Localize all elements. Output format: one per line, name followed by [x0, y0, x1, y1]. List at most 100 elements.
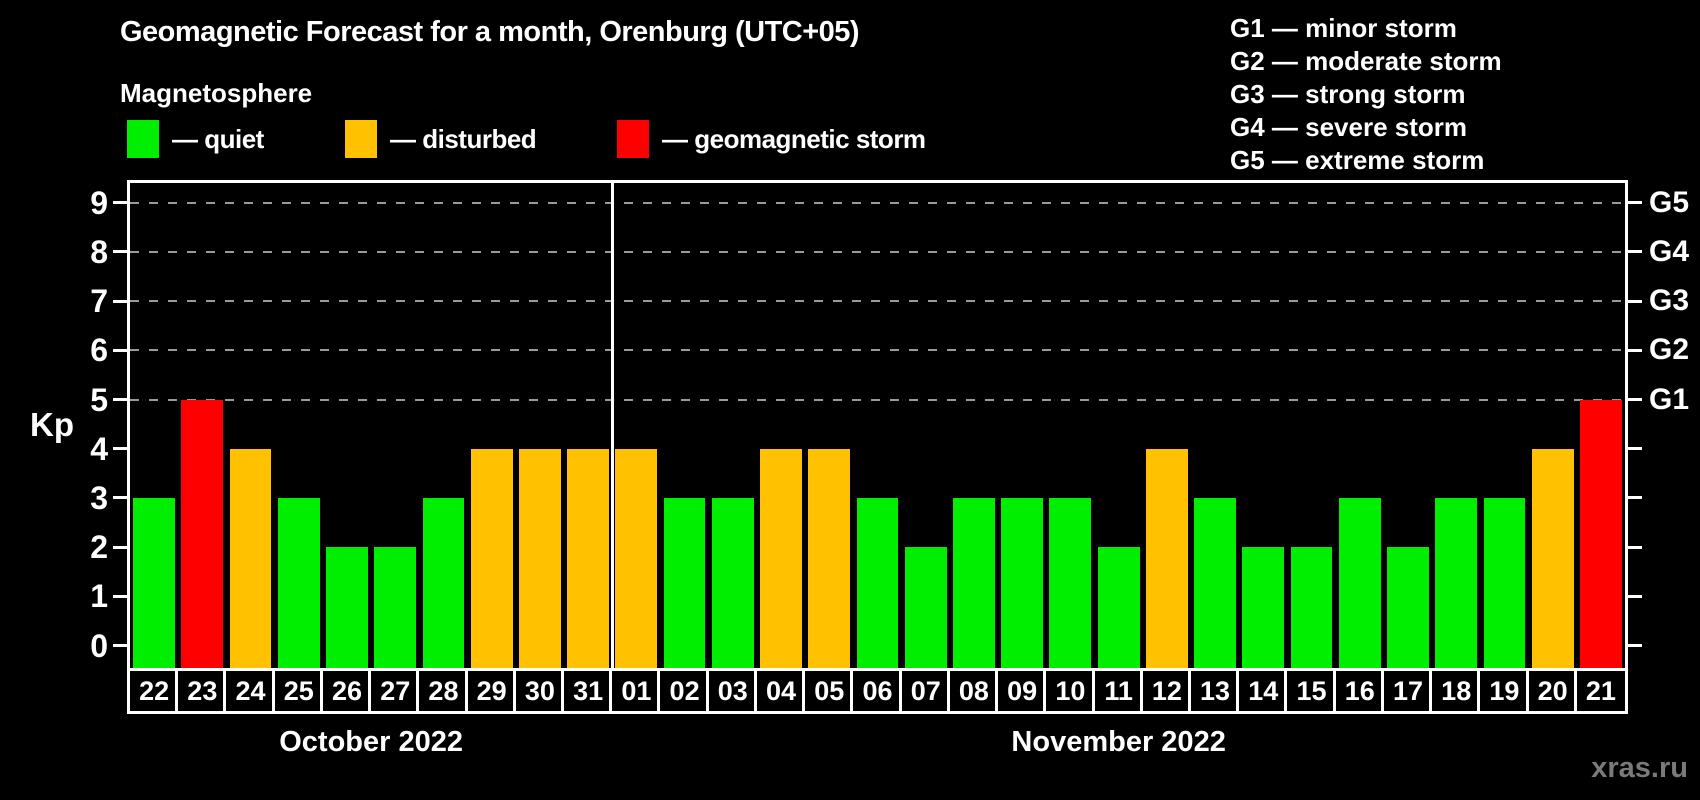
date-cell-10: 10: [1043, 668, 1098, 714]
left-tick-2: [113, 545, 127, 549]
left-tick-1: [113, 594, 127, 598]
date-cell-26: 26: [319, 668, 375, 714]
kp-bar-november-16: [1338, 497, 1381, 668]
legend-item-quiet: — quiet: [127, 120, 264, 158]
y-tick-label-4: 4: [90, 430, 108, 467]
kp-bar-november-12: [1145, 448, 1188, 668]
kp-bar-november-01: [615, 448, 658, 668]
y-tick-label-7: 7: [90, 283, 108, 320]
gridline-kp6: [130, 349, 1625, 352]
kp-bar-november-06: [856, 497, 899, 668]
chart-subtitle: Magnetosphere: [120, 78, 313, 108]
chart-title: Geomagnetic Forecast for a month, Orenbu…: [120, 16, 860, 48]
kp-bar-october-31: [567, 448, 610, 668]
date-cell-03: 03: [705, 668, 760, 714]
kp-bar-october-29: [470, 448, 513, 668]
right-tick-4: [1628, 447, 1642, 451]
date-cell-14: 14: [1236, 668, 1291, 714]
kp-bar-november-20: [1531, 448, 1574, 668]
date-cell-08: 08: [946, 668, 1002, 714]
date-cell-20: 20: [1525, 668, 1580, 714]
kp-bar-november-15: [1290, 547, 1333, 668]
kp-bar-october-26: [326, 547, 368, 668]
kp-bar-november-09: [1001, 497, 1044, 668]
right-tick-3: [1628, 496, 1642, 500]
y-tick-label-1: 1: [90, 578, 108, 615]
date-cell-22: 22: [127, 668, 182, 714]
date-cell-30: 30: [512, 668, 568, 714]
date-cell-19: 19: [1477, 668, 1532, 714]
date-cell-13: 13: [1187, 668, 1243, 714]
left-tick-4: [113, 447, 127, 451]
y-tick-label-3: 3: [90, 479, 108, 516]
right-tick-7: [1628, 299, 1642, 303]
kp-bar-november-14: [1242, 547, 1285, 668]
legend-item-disturbed: — disturbed: [345, 120, 537, 158]
kp-bar-november-13: [1194, 497, 1236, 668]
kp-bar-november-18: [1435, 497, 1478, 668]
date-cell-09: 09: [995, 668, 1050, 714]
kp-bar-october-28: [422, 497, 465, 668]
kp-bar-november-21: [1579, 399, 1622, 668]
left-tick-9: [113, 201, 127, 205]
kp-bar-november-05: [808, 448, 851, 668]
gridline-kp5: [130, 398, 1625, 401]
right-tick-0: [1628, 644, 1642, 647]
storm-scale-line-g5: G5 — extreme storm: [1230, 145, 1485, 175]
date-cell-02: 02: [657, 668, 712, 714]
left-tick-0: [113, 644, 127, 647]
g-scale-label-g3: G3: [1649, 284, 1690, 318]
plot-area: 0 1 2 3 4 5 6 7 8 9 G1 G2 G3 G4 G5: [90, 180, 1689, 671]
month-separator-line: [610, 183, 614, 668]
legend-label-disturbed: — disturbed: [390, 123, 537, 154]
date-cell-15: 15: [1284, 668, 1339, 714]
kp-bar-october-25: [277, 497, 320, 668]
g-scale-label-g4: G4: [1649, 234, 1690, 268]
y-tick-label-0: 0: [90, 627, 108, 664]
date-cell-07: 07: [898, 668, 953, 714]
g-scale-label-g2: G2: [1649, 333, 1690, 367]
right-tick-1: [1628, 594, 1642, 598]
date-cell-05: 05: [802, 668, 857, 714]
right-tick-8: [1628, 250, 1642, 254]
storm-scale-legend: G1 — minor storm G2 — moderate storm G3 — …: [1230, 12, 1502, 177]
gridline-kp8: [130, 250, 1625, 253]
month-label-october: October 2022: [279, 726, 464, 758]
kp-bar-november-02: [663, 497, 706, 668]
legend-label-storm: — geomagnetic storm: [662, 123, 926, 154]
kp-bar-november-08: [953, 497, 995, 668]
left-tick-7: [113, 299, 127, 303]
date-cell-16: 16: [1332, 668, 1387, 714]
kp-bar-november-19: [1483, 497, 1526, 668]
g-scale-label-g5: G5: [1649, 185, 1690, 219]
date-cell-29: 29: [464, 668, 519, 714]
storm-scale-line-g1: G1 — minor storm: [1230, 13, 1457, 43]
y-tick-label-5: 5: [90, 381, 108, 418]
watermark: xras.ru: [1591, 752, 1688, 784]
kp-bar-november-04: [760, 448, 802, 668]
date-cell-23: 23: [175, 668, 230, 714]
kp-bar-october-24: [229, 448, 272, 668]
left-tick-3: [113, 496, 127, 500]
date-cell-06: 06: [850, 668, 905, 714]
legend-swatch-disturbed: [345, 120, 377, 158]
date-cell-17: 17: [1380, 668, 1436, 714]
y-tick-label-2: 2: [90, 529, 108, 566]
g-scale-label-g1: G1: [1649, 382, 1690, 416]
legend-label-quiet: — quiet: [172, 123, 264, 154]
y-axis-label: Kp: [30, 406, 74, 443]
date-cell-18: 18: [1429, 668, 1484, 714]
kp-bar-october-27: [374, 547, 417, 668]
date-cell-01: 01: [609, 668, 664, 714]
kp-bar-october-30: [519, 448, 561, 668]
kp-bar-november-03: [711, 497, 754, 668]
date-cell-25: 25: [271, 668, 326, 714]
left-tick-5: [113, 398, 127, 401]
y-tick-label-8: 8: [90, 233, 108, 270]
legend-swatch-quiet: [127, 120, 159, 158]
date-cell-31: 31: [561, 668, 616, 714]
gridline-kp7: [130, 300, 1625, 303]
left-tick-6: [113, 348, 127, 352]
date-cell-04: 04: [753, 668, 809, 714]
